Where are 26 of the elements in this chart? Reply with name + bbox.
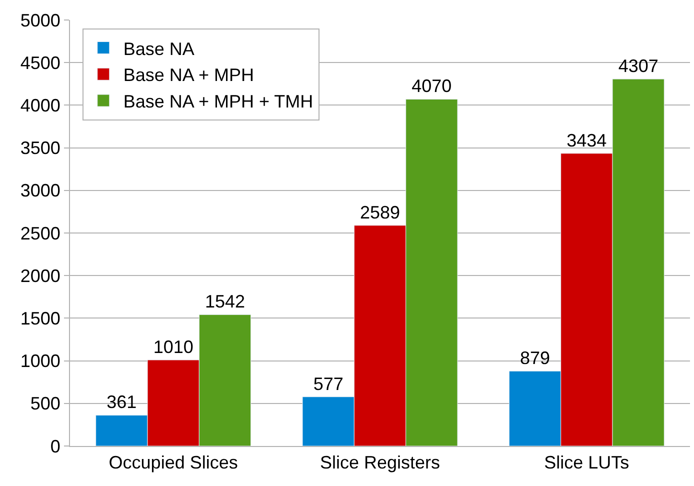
- legend-label: Base NA + MPH + TMH: [123, 92, 314, 112]
- y-tick-label: 2000: [20, 266, 60, 286]
- data-label: 3434: [566, 130, 607, 150]
- y-tick-label: 500: [30, 394, 60, 414]
- legend-label: Base NA: [123, 38, 194, 59]
- y-tick-label: 0: [50, 436, 60, 456]
- x-tick-label: Slice LUTs: [544, 452, 630, 473]
- y-tick-label: 1500: [20, 308, 60, 328]
- y-tick-label: 4500: [20, 52, 60, 73]
- y-tick-label: 5000: [20, 10, 60, 30]
- y-tick-label: 3000: [20, 180, 60, 201]
- data-label: 4307: [618, 56, 658, 76]
- y-tick-label: 3500: [20, 138, 60, 158]
- legend-label: Base NA + MPH: [123, 65, 254, 86]
- data-label: 4070: [412, 76, 452, 96]
- y-tick-label: 2500: [20, 223, 60, 244]
- data-label: 361: [106, 392, 137, 412]
- data-label: 879: [520, 348, 550, 368]
- x-tick-label: Occupied Slices: [108, 452, 238, 473]
- y-tick-label: 4000: [20, 96, 60, 116]
- data-label: 2589: [360, 202, 400, 222]
- y-tick-label: 1000: [20, 351, 60, 372]
- data-label: 577: [313, 374, 344, 394]
- data-label: 1010: [153, 336, 194, 357]
- data-label: 1542: [204, 292, 246, 312]
- x-tick-label: Slice Registers: [320, 452, 440, 473]
